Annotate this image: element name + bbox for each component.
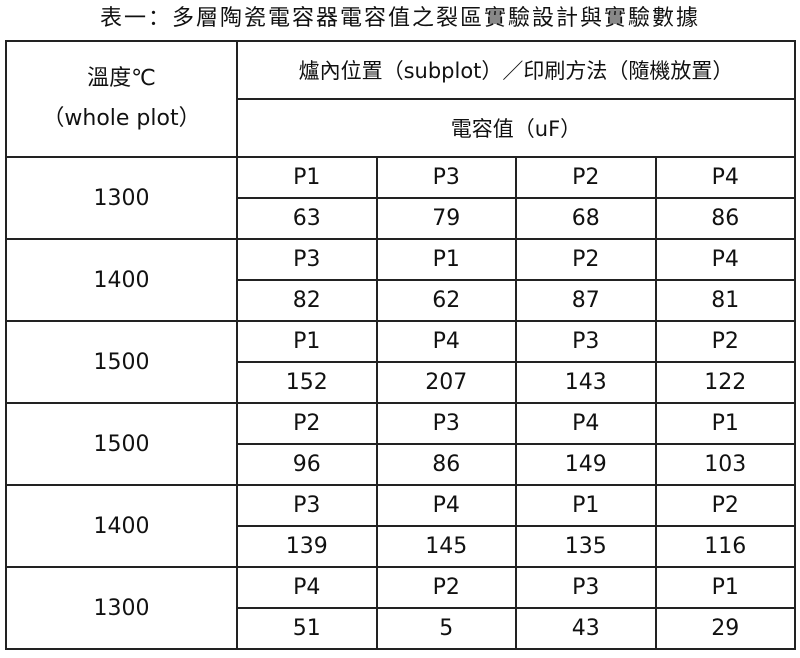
capacitance-value-cell: 5 [375, 607, 517, 650]
subplot-header: 爐內位置（subplot）／印刷方法（隨機放置） [236, 40, 796, 100]
capacitance-value-cell: 68 [515, 197, 657, 240]
position-row: 1300 P1 P3 P2 P4 [5, 156, 796, 240]
temperature-cell: 1400 [5, 238, 238, 322]
position-row: 1400 P3 P4 P1 P2 [5, 484, 796, 568]
position-cell: P1 [375, 238, 517, 281]
capacitance-value-cell: 86 [375, 443, 517, 486]
split-plot-data-table: 溫度℃ （whole plot） 爐內位置（subplot）／印刷方法（隨機放置… [5, 40, 796, 650]
temperature-cell: 1300 [5, 156, 238, 240]
capacitance-value-cell: 81 [654, 279, 796, 322]
capacitance-value-cell: 143 [515, 361, 657, 404]
position-cell: P1 [654, 402, 796, 445]
header-row: 電容值（uF） [6, 98, 796, 158]
capacitance-value-cell: 87 [515, 279, 657, 322]
position-cell: P3 [375, 402, 517, 445]
position-cell: P4 [375, 484, 517, 527]
value-row: 96 86 149 103 [6, 443, 796, 486]
capacitance-value-cell: 207 [375, 361, 517, 404]
capacitance-value-cell: 86 [654, 197, 796, 240]
position-cell: P4 [654, 156, 796, 199]
position-cell: P2 [236, 402, 378, 445]
position-cell: P4 [236, 566, 378, 609]
position-cell: P2 [515, 156, 657, 199]
position-cell: P2 [375, 566, 517, 609]
position-row: 1500 P2 P3 P4 P1 [5, 402, 796, 486]
position-row: 1300 P4 P2 P3 P1 [5, 566, 796, 650]
position-cell: P3 [236, 238, 378, 281]
capacitance-value-cell: 82 [236, 279, 378, 322]
temperature-cell: 1500 [5, 320, 238, 404]
position-cell: P4 [654, 238, 796, 281]
value-row: 63 79 68 86 [6, 197, 796, 240]
capacitance-value-cell: 145 [375, 525, 517, 568]
position-cell: P4 [515, 402, 657, 445]
position-cell: P3 [515, 566, 657, 609]
capacitance-value-cell: 96 [236, 443, 378, 486]
header-row: 溫度℃ （whole plot） 爐內位置（subplot）／印刷方法（隨機放置… [5, 40, 796, 158]
value-row: 139 145 135 116 [6, 525, 796, 568]
capacitance-value-cell: 122 [654, 361, 796, 404]
capacitance-value-cell: 62 [375, 279, 517, 322]
position-row: 1400 P3 P1 P2 P4 [5, 238, 796, 322]
position-cell: P3 [236, 484, 378, 527]
position-row: 1500 P1 P4 P3 P2 [5, 320, 796, 404]
capacitance-value-cell: 103 [654, 443, 796, 486]
capacitance-value-cell: 79 [375, 197, 517, 240]
capacitance-value-cell: 135 [515, 525, 657, 568]
position-cell: P2 [654, 320, 796, 363]
capacitance-value-cell: 152 [236, 361, 378, 404]
temperature-header: 溫度℃ （whole plot） [5, 40, 238, 158]
position-cell: P1 [236, 156, 378, 199]
capacitance-value-cell: 51 [236, 607, 378, 650]
temperature-cell: 1500 [5, 402, 238, 486]
value-row: 82 62 87 81 [6, 279, 796, 322]
position-cell: P1 [236, 320, 378, 363]
capacitance-value-cell: 116 [654, 525, 796, 568]
position-cell: P4 [375, 320, 517, 363]
temperature-label: 溫度℃ [87, 66, 156, 91]
capacitance-value-cell: 29 [654, 607, 796, 650]
position-cell: P2 [654, 484, 796, 527]
capacitance-value-cell: 139 [236, 525, 378, 568]
position-cell: P1 [654, 566, 796, 609]
capacitance-value-cell: 63 [236, 197, 378, 240]
position-cell: P3 [375, 156, 517, 199]
position-cell: P1 [515, 484, 657, 527]
value-row: 51 5 43 29 [6, 607, 796, 650]
capacitance-value-cell: 43 [515, 607, 657, 650]
whole-plot-label: （whole plot） [42, 106, 201, 131]
temperature-cell: 1400 [5, 484, 238, 568]
temperature-cell: 1300 [5, 566, 238, 650]
value-row: 152 207 143 122 [6, 361, 796, 404]
position-cell: P2 [515, 238, 657, 281]
capacitance-value-cell: 149 [515, 443, 657, 486]
table-title: 表一：多層陶瓷電容器電容值之裂區實驗設計與實驗數據 [99, 6, 700, 31]
capacitance-header: 電容值（uF） [236, 98, 796, 158]
position-cell: P3 [515, 320, 657, 363]
